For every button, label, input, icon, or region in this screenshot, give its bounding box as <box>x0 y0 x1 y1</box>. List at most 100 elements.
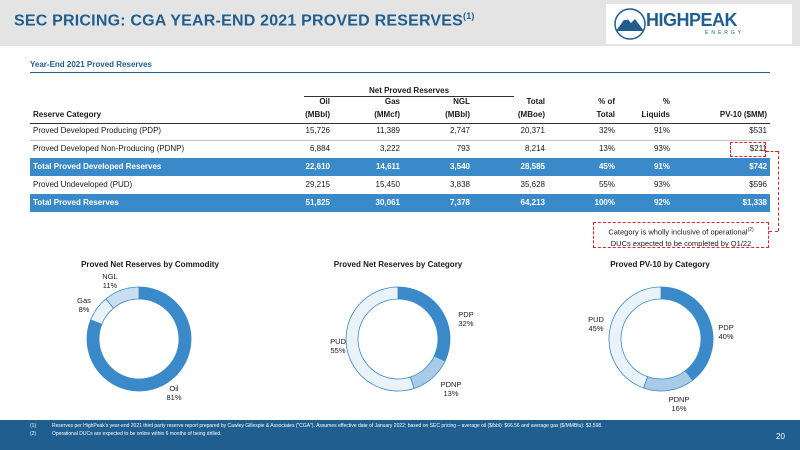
cell: $742 <box>749 162 767 171</box>
label-pdnp: PDNP 13% <box>440 380 462 398</box>
row-category: Proved Developed Producing (PDP) <box>33 126 162 135</box>
donut-slice-pdnp <box>643 370 694 392</box>
label-ngl: NGL 11% <box>102 272 118 290</box>
label-oil: Oil 81% <box>166 384 182 402</box>
commodity-donut-chart <box>86 286 192 392</box>
cell: 7,378 <box>449 198 470 207</box>
pv10-donut-chart <box>608 286 714 392</box>
col-oil-unit: (MBbl) <box>305 110 330 119</box>
chart-title-commodity: Proved Net Reserves by Commodity <box>81 260 219 269</box>
callout-connector <box>769 231 778 232</box>
table-row-highlight: Total Proved Developed Reserves 22,610 1… <box>30 158 770 176</box>
table-header-bottom: Reserve Category (MBbl) (MMcf) (MBbl) (M… <box>30 106 770 124</box>
cell: 28,585 <box>520 162 545 171</box>
footer-bar <box>0 420 800 450</box>
col-pct-liquids-unit: Liquids <box>641 110 670 119</box>
cell: 93% <box>653 180 670 189</box>
cell: 20,371 <box>520 126 545 135</box>
cell: 22,610 <box>305 162 330 171</box>
page-number: 20 <box>776 432 785 441</box>
cell: 15,726 <box>305 126 330 135</box>
cell: 55% <box>598 180 615 189</box>
cell: 51,825 <box>305 198 330 207</box>
donut-slice-oil <box>86 286 192 392</box>
col-total-top: Total <box>526 97 545 106</box>
cell: 64,213 <box>520 198 545 207</box>
col-pct-liquids-top: % <box>662 97 670 106</box>
label-pud: PUD 55% <box>330 337 346 355</box>
cell: 3,540 <box>449 162 470 171</box>
donut-slice-pud <box>608 286 662 389</box>
col-gas-top: Gas <box>384 97 400 106</box>
label-pud: PUD 45% <box>588 315 604 333</box>
cell: $1,338 <box>742 198 767 207</box>
table-row: Proved Developed Producing (PDP) 15,726 … <box>30 122 770 140</box>
cell: $531 <box>749 126 767 135</box>
cell: $596 <box>749 180 767 189</box>
col-gas-unit: (MMcf) <box>374 110 400 119</box>
label-pdnp: PDNP 16% <box>668 395 690 413</box>
cell: 13% <box>598 144 615 153</box>
cell: 91% <box>653 126 670 135</box>
logo-text: HIGHPEAK <box>646 10 738 30</box>
table-row: Proved Developed Non-Producing (PDNP) 6,… <box>30 140 770 158</box>
cell: 32% <box>598 126 615 135</box>
row-category: Total Proved Developed Reserves <box>33 162 162 171</box>
donut-slice-ngl <box>105 286 140 309</box>
col-category: Reserve Category <box>33 110 102 119</box>
table-header-top: Oil Gas NGL Total % of % <box>30 96 770 108</box>
col-pv10: PV-10 ($MM) <box>719 110 767 119</box>
donut-slice-pdp <box>397 286 451 362</box>
row-category: Proved Undeveloped (PUD) <box>33 180 133 189</box>
col-pct-total-unit: Total <box>596 110 615 119</box>
logo <box>606 4 792 44</box>
table-row-highlight: Total Proved Reserves 51,825 30,061 7,37… <box>30 194 770 212</box>
logo-subtext: ENERGY <box>705 30 745 36</box>
callout-connector <box>766 151 778 152</box>
label-pdp: PDP 32% <box>458 310 474 328</box>
row-category: Total Proved Reserves <box>33 198 119 207</box>
cell: 3,222 <box>379 144 400 153</box>
table-group-header: Net Proved Reserves <box>368 86 450 95</box>
cell: 15,450 <box>375 180 400 189</box>
cell: 29,215 <box>305 180 330 189</box>
row-divider <box>30 140 770 141</box>
cell: 45% <box>598 162 615 171</box>
section-divider <box>30 72 770 73</box>
donut-slice-pdp <box>660 286 714 381</box>
chart-title-category: Proved Net Reserves by Category <box>333 260 463 269</box>
cell: 30,061 <box>375 198 400 207</box>
col-total-unit: (MBoe) <box>517 110 545 119</box>
row-category: Proved Developed Non-Producing (PDNP) <box>33 144 185 153</box>
donut-slice-pud <box>345 286 415 392</box>
callout-connector <box>778 151 779 231</box>
cell: 14,611 <box>375 162 400 171</box>
page-title: SEC PRICING: CGA YEAR-END 2021 PROVED RE… <box>14 11 475 30</box>
cell: 11,389 <box>376 126 400 135</box>
cell: $211 <box>749 144 767 153</box>
category-donut-chart <box>345 286 451 392</box>
cell: 91% <box>653 162 670 171</box>
chart-title-pv10: Proved PV-10 by Category <box>610 260 710 269</box>
cell: 93% <box>653 144 670 153</box>
cell: 8,214 <box>524 144 545 153</box>
group-header-divider <box>304 96 514 97</box>
dashed-callout-note: Category is wholly inclusive of operatio… <box>593 222 769 248</box>
cell: 35,628 <box>520 180 545 189</box>
mountain-logo-icon <box>614 8 646 40</box>
section-label: Year-End 2021 Proved Reserves <box>30 60 152 69</box>
col-ngl-top: NGL <box>453 97 470 106</box>
cell: 100% <box>594 198 615 207</box>
label-pdp: PDP 40% <box>718 323 734 341</box>
cell: 3,838 <box>449 180 470 189</box>
col-ngl-unit: (MBbl) <box>445 110 470 119</box>
pdnp-pv10-highlight <box>730 142 766 157</box>
header-divider <box>30 123 770 124</box>
cell: 793 <box>456 144 470 153</box>
col-oil-top: Oil <box>319 97 330 106</box>
table-row: Proved Undeveloped (PUD) 29,215 15,450 3… <box>30 176 770 194</box>
label-gas: Gas 8% <box>77 296 91 314</box>
cell: 6,884 <box>309 144 330 153</box>
cell: 92% <box>653 198 670 207</box>
col-pct-total-top: % of <box>598 97 615 106</box>
